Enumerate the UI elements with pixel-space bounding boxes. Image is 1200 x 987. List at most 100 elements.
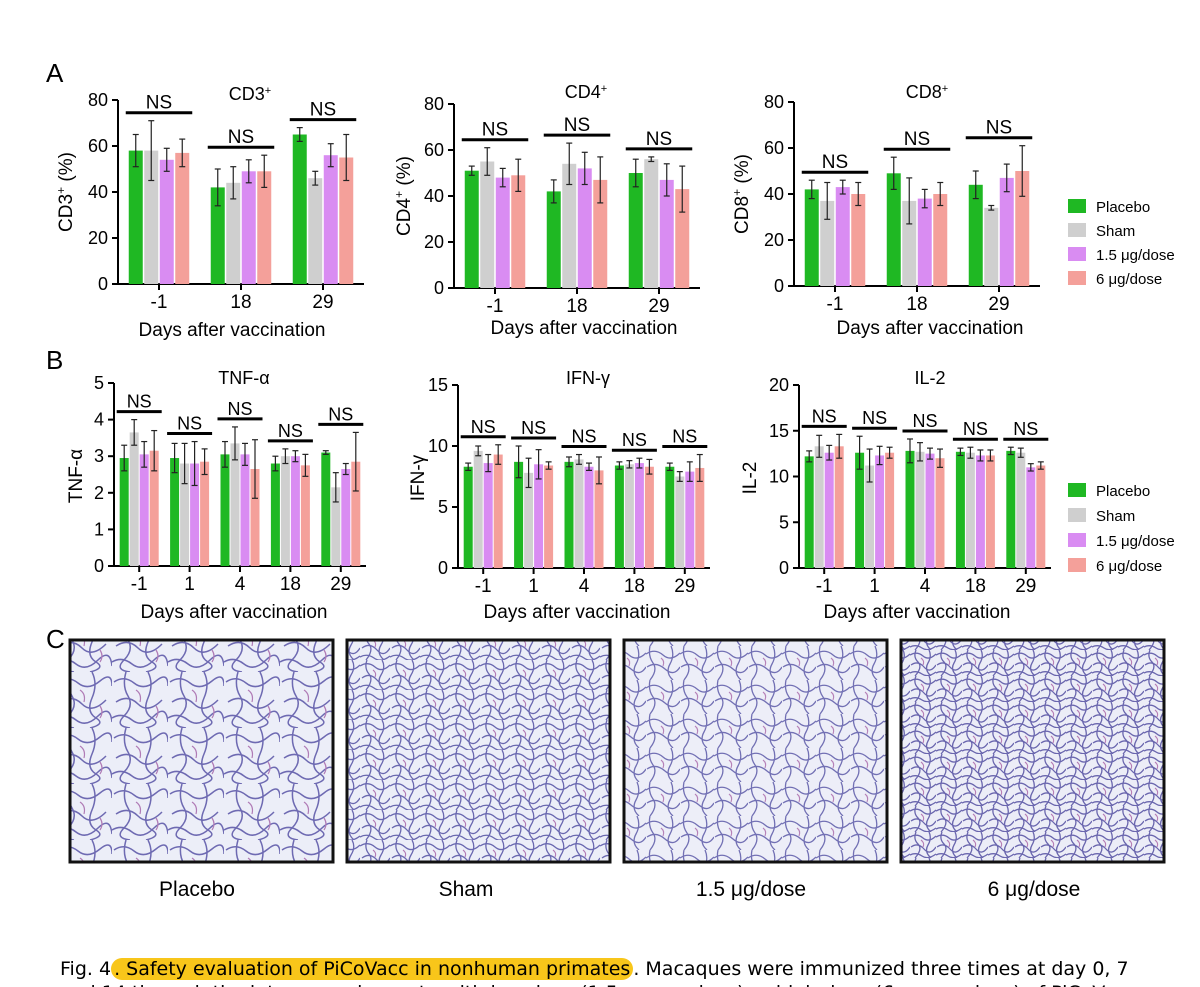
bar-cd4-6gdose-29 <box>675 189 690 288</box>
bar-il2-6gdose--1 <box>834 446 844 568</box>
x-tick-label: 1 <box>869 576 880 597</box>
bar-cd3-Sham--1 <box>144 150 159 284</box>
y-axis-label-suffix: (%) <box>56 152 77 187</box>
bar-cd8-6gdose-18 <box>933 194 948 286</box>
chart-cd3: 0 20 40 60 80 -1 NS 18 NS 29 NS CD3+ CD3+ (%) Days af… <box>54 84 364 341</box>
bar-il2-Sham-4 <box>915 451 925 568</box>
bar-cd8-6gdose--1 <box>851 194 866 286</box>
x-tick-label: -1 <box>151 292 168 313</box>
bar-tnf-6gdose-29 <box>351 461 361 566</box>
y-tick-label: 10 <box>769 467 789 487</box>
bar-cd3-Placebo-29 <box>292 134 307 284</box>
significance-label: NS <box>278 421 303 441</box>
significance-label: NS <box>521 418 546 438</box>
significance-label: NS <box>310 100 336 121</box>
chart-tnf: 0 1 2 3 4 5 -1 NS 1 NS 4 NS 18 NS 29 NS TNF-α TNF-α Days a… <box>66 368 366 623</box>
bar-cd3-6gdose-18 <box>257 171 272 284</box>
bar-cd3-Sham-29 <box>308 178 323 284</box>
bar-cd4-Placebo-29 <box>628 173 643 288</box>
chart-il2: 0 5 10 15 20 -1 NS 1 NS 4 NS 18 NS 29 NS IL-2 IL-2 Days a… <box>740 368 1051 623</box>
significance-label: NS <box>904 129 930 150</box>
chart-title: CD8+ <box>906 82 948 102</box>
y-tick-label: 0 <box>774 276 784 296</box>
y-tick-label: 15 <box>769 421 789 441</box>
micrograph-sham <box>345 638 612 864</box>
caption-line-1: Fig. 4. Safety evaluation of PiCoVacc in… <box>60 955 1129 983</box>
bar-cd3-Sham-18 <box>226 182 241 284</box>
significance-label: NS <box>646 129 672 150</box>
bar-il2-15gdose-29 <box>1026 467 1036 568</box>
significance-label: NS <box>127 392 152 412</box>
bar-cd4-6gdose-18 <box>593 179 608 288</box>
bar-cd4-15gdose-18 <box>577 168 592 288</box>
significance-label: NS <box>482 120 508 141</box>
bar-il2-Placebo-4 <box>905 450 915 568</box>
bar-il2-15gdose-1 <box>875 455 885 568</box>
bar-il2-Placebo-18 <box>955 451 965 568</box>
bar-tnf-Placebo-4 <box>220 454 230 566</box>
legend-label-low-dose: 1.5 μg/dose <box>1096 533 1175 550</box>
bar-ifn-Sham-29 <box>675 476 685 568</box>
panel-letter-c: C <box>46 624 65 654</box>
x-tick-label: 18 <box>965 576 986 597</box>
chart-title-superscript: + <box>265 85 271 97</box>
y-tick-label: 40 <box>88 182 108 202</box>
bar-tnf-Placebo-1 <box>170 458 180 566</box>
micrograph-low-dose <box>622 638 889 864</box>
bar-ifn-6gdose--1 <box>493 454 503 568</box>
x-tick-label: -1 <box>487 296 504 317</box>
bar-cd4-Sham-18 <box>562 163 577 288</box>
chart-title: CD3+ <box>229 84 271 104</box>
legend-swatch-placebo <box>1068 199 1086 213</box>
bar-ifn-Sham--1 <box>473 450 483 568</box>
legend-label-low-dose: 1.5 μg/dose <box>1096 247 1175 264</box>
y-tick-label: 0 <box>434 278 444 298</box>
chart-cd4: 0 20 40 60 80 -1 NS 18 NS 29 NS CD4+ CD4+ (%) Days af… <box>392 82 700 339</box>
x-tick-label: 18 <box>230 292 251 313</box>
legend-label-sham: Sham <box>1096 223 1135 240</box>
bar-ifn-6gdose-18 <box>644 466 654 568</box>
y-axis-label: CD3+ (%) <box>54 152 77 232</box>
x-tick-label: -1 <box>827 294 844 315</box>
bar-tnf-Placebo-29 <box>321 452 331 566</box>
x-tick-label: 29 <box>312 292 333 313</box>
y-tick-label: 2 <box>94 483 104 503</box>
x-tick-label: 1 <box>528 576 539 597</box>
bar-cd3-15gdose--1 <box>159 159 174 284</box>
bar-tnf-6gdose-1 <box>200 461 210 566</box>
y-tick-label: 5 <box>94 373 104 393</box>
significance-label: NS <box>1013 419 1038 439</box>
bar-il2-Sham-29 <box>1016 452 1026 568</box>
bar-cd4-6gdose--1 <box>511 175 526 288</box>
y-tick-label: 10 <box>428 436 448 456</box>
bar-cd4-15gdose--1 <box>495 177 510 288</box>
x-tick-label: 29 <box>674 576 695 597</box>
histology-panel-placebo: Placebo <box>68 638 335 901</box>
bar-cd3-15gdose-29 <box>323 155 338 284</box>
significance-label: NS <box>564 115 590 136</box>
bar-ifn-6gdose-29 <box>695 467 705 568</box>
bar-ifn-6gdose-4 <box>594 470 604 568</box>
significance-label: NS <box>812 406 837 426</box>
bar-il2-15gdose--1 <box>824 452 834 568</box>
significance-label: NS <box>963 419 988 439</box>
y-axis-label-superscript: + <box>54 187 68 194</box>
bar-tnf-Sham-1 <box>180 463 190 566</box>
panel-letter-a: A <box>46 58 64 88</box>
chart-title-superscript: + <box>601 83 607 95</box>
legend-swatch-sham <box>1068 508 1086 522</box>
bar-tnf-6gdose-4 <box>250 469 260 566</box>
x-tick-label: 4 <box>579 576 590 597</box>
y-tick-label: 60 <box>88 136 108 156</box>
micrograph-label-high-dose: 6 μg/dose <box>988 878 1081 901</box>
micrograph-high-dose <box>899 638 1166 864</box>
x-tick-label: 4 <box>235 574 246 595</box>
bar-tnf-6gdose-18 <box>300 465 310 566</box>
y-axis-label: CD8+ (%) <box>730 154 753 234</box>
bar-cd8-15gdose-18 <box>917 198 932 286</box>
y-tick-label: 0 <box>98 274 108 294</box>
y-tick-label: 20 <box>424 232 444 252</box>
bar-cd4-Sham--1 <box>480 161 495 288</box>
legend-label-high-dose: 6 μg/dose <box>1096 271 1162 288</box>
significance-label: NS <box>622 430 647 450</box>
